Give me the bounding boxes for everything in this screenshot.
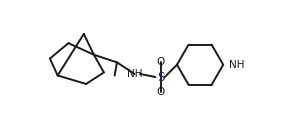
Text: O: O	[157, 87, 165, 97]
Text: O: O	[157, 57, 165, 67]
Text: S: S	[157, 70, 164, 84]
Text: NH: NH	[229, 60, 245, 70]
Text: NH: NH	[127, 69, 142, 79]
